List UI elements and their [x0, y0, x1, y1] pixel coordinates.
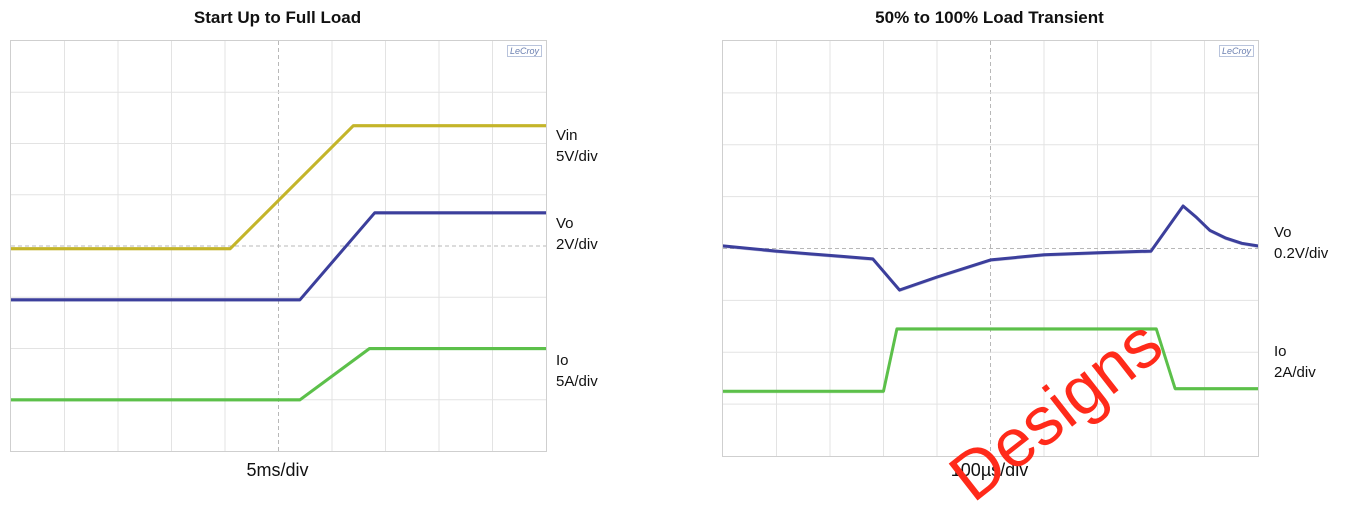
series-scale: 2A/div: [1274, 364, 1316, 381]
series-scale: 0.2V/div: [1274, 245, 1329, 262]
scope-screen: LeCroy: [722, 40, 1259, 457]
timebase-label: 100µs/div: [950, 460, 1029, 480]
trace-vo: [11, 211, 546, 302]
series-name: Io: [1274, 343, 1287, 360]
trace-noise-io: [11, 349, 546, 402]
scope-plot: [11, 41, 546, 451]
series-label-vo: Vo 0.2V/div: [1274, 222, 1328, 264]
trace-io: [11, 347, 546, 402]
trace-noise-vo: [723, 206, 1258, 293]
chart-panel-right: 50% to 100% Load Transient LeCroy Vo 0.2…: [680, 0, 1359, 498]
series-label-vo: Vo 2V/div: [556, 213, 598, 255]
series-name: Vin: [556, 127, 578, 144]
brand-label: LeCroy: [1218, 45, 1254, 57]
series-scale: 5A/div: [556, 373, 598, 390]
trace-vin: [11, 124, 546, 251]
trace-noise-vo: [11, 213, 546, 302]
chart-title: Start Up to Full Load: [193, 8, 362, 27]
series-scale: 2V/div: [556, 236, 598, 253]
scope-plot: [723, 41, 1258, 456]
trace-vo: [723, 204, 1258, 292]
trace-io: [723, 327, 1258, 393]
chart-title: 50% to 100% Load Transient: [875, 8, 1104, 27]
series-label-io: Io 2A/div: [1274, 341, 1316, 383]
trace-noise-io: [723, 329, 1258, 394]
series-name: Io: [556, 352, 569, 369]
series-label-vin: Vin 5V/div: [556, 125, 598, 167]
series-name: Vo: [556, 215, 574, 232]
trace-noise-vin: [11, 126, 546, 251]
brand-label: LeCroy: [506, 45, 542, 57]
chart-panel-left: Start Up to Full Load LeCroy Vin 5V/div …: [0, 0, 680, 498]
scope-screen: LeCroy: [10, 40, 547, 452]
series-scale: 5V/div: [556, 148, 598, 165]
series-label-io: Io 5A/div: [556, 350, 598, 392]
timebase-label: 5ms/div: [246, 460, 309, 480]
series-name: Vo: [1274, 224, 1292, 241]
